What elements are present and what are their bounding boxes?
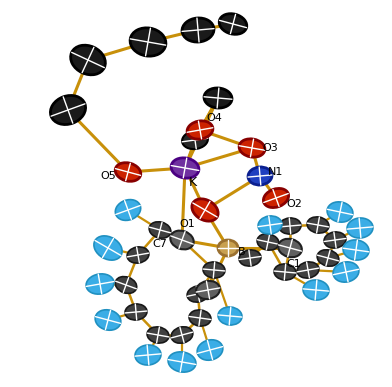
Ellipse shape [192,199,218,221]
Ellipse shape [86,274,114,294]
Ellipse shape [147,327,169,343]
Text: C1: C1 [287,259,301,269]
Text: N1: N1 [268,167,284,177]
Ellipse shape [149,222,171,238]
Ellipse shape [218,307,242,325]
Ellipse shape [115,277,137,293]
Text: O4: O4 [206,113,222,123]
Ellipse shape [258,216,282,234]
Text: B: B [238,247,246,257]
Ellipse shape [327,202,353,222]
Ellipse shape [168,352,196,372]
Ellipse shape [130,28,166,56]
Ellipse shape [189,310,211,326]
Ellipse shape [307,217,329,233]
Ellipse shape [257,234,279,250]
Ellipse shape [187,286,209,302]
Ellipse shape [347,218,373,238]
Ellipse shape [239,250,261,266]
Ellipse shape [51,96,85,125]
Text: C7: C7 [152,239,167,249]
Ellipse shape [171,327,193,343]
Ellipse shape [170,231,194,249]
Ellipse shape [303,280,329,300]
Ellipse shape [182,18,214,42]
Text: K: K [189,175,197,188]
Text: O1: O1 [179,219,195,229]
Ellipse shape [324,232,346,248]
Ellipse shape [239,139,265,157]
Ellipse shape [297,262,319,278]
Text: O2: O2 [286,199,302,209]
Ellipse shape [317,250,339,266]
Text: O5: O5 [100,171,116,181]
Text: O3: O3 [262,143,278,153]
Ellipse shape [94,236,122,260]
Ellipse shape [115,200,141,220]
Ellipse shape [196,281,220,299]
Ellipse shape [263,188,289,207]
Ellipse shape [204,88,232,108]
Ellipse shape [187,121,213,139]
Ellipse shape [95,310,121,330]
Ellipse shape [278,239,302,257]
Ellipse shape [274,264,296,280]
Ellipse shape [125,304,147,320]
Ellipse shape [71,45,105,75]
Ellipse shape [218,240,238,256]
Ellipse shape [203,262,225,278]
Ellipse shape [127,247,149,263]
Ellipse shape [343,240,369,260]
Ellipse shape [182,131,208,149]
Ellipse shape [333,262,359,282]
Ellipse shape [135,345,161,365]
Ellipse shape [171,158,199,178]
Ellipse shape [248,167,272,185]
Ellipse shape [197,340,223,360]
Ellipse shape [115,163,141,182]
Ellipse shape [219,14,247,34]
Ellipse shape [279,218,301,234]
